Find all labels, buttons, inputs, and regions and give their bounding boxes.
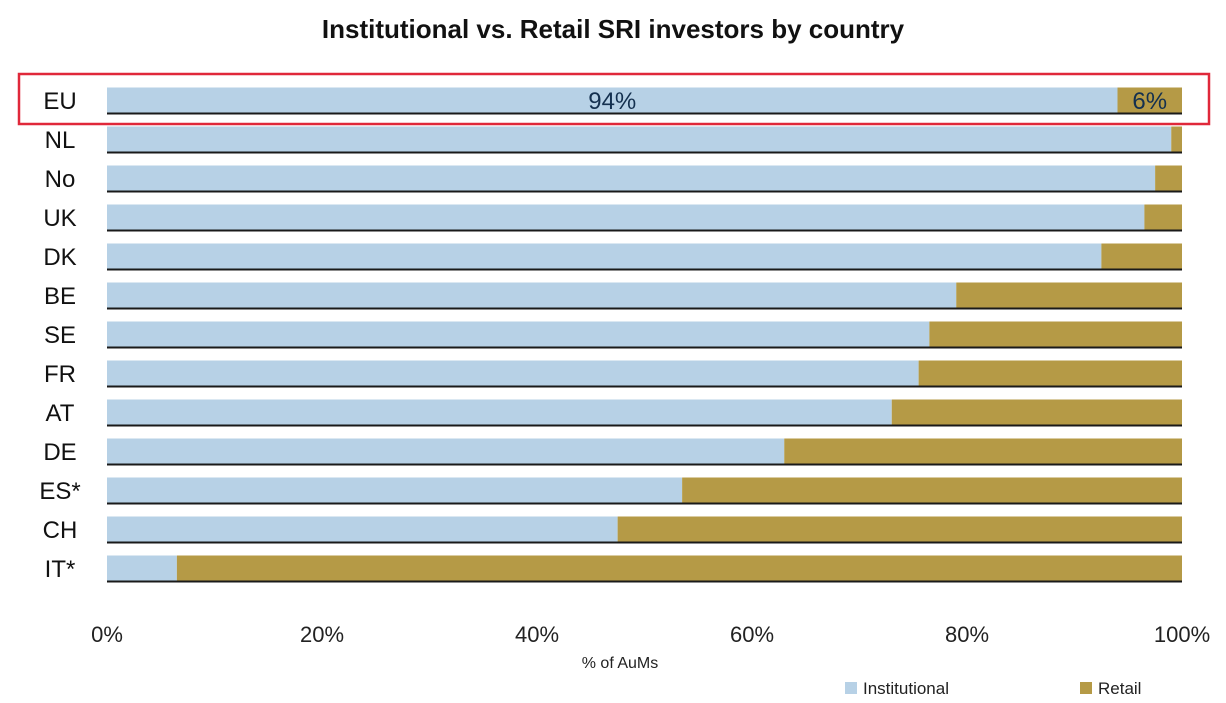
legend-label-retail: Retail: [1098, 679, 1141, 698]
bar-de-institutional: [107, 438, 785, 464]
bar-ch-institutional: [107, 516, 618, 542]
bar-se-institutional: [107, 321, 930, 347]
data-label-eu-retail: 6%: [1132, 88, 1167, 115]
bar-nl-retail: [1171, 126, 1182, 152]
legend: Institutional Retail: [845, 679, 1141, 698]
category-label-at: AT: [46, 400, 75, 427]
bar-dk-institutional: [107, 243, 1102, 269]
bar-uk-institutional: [107, 204, 1145, 230]
bar-nl-institutional: [107, 126, 1172, 152]
category-label-se: SE: [44, 322, 76, 349]
legend-label-institutional: Institutional: [863, 679, 949, 698]
bar-se-retail: [929, 321, 1182, 347]
x-tick-label-100: 100%: [1154, 622, 1210, 647]
category-label-nl: NL: [45, 127, 76, 154]
category-label-fr: FR: [44, 361, 76, 388]
bar-uk-retail: [1144, 204, 1182, 230]
category-label-de: DE: [43, 439, 76, 466]
category-label-be: BE: [44, 283, 76, 310]
x-axis-title: % of AuMs: [582, 655, 658, 672]
data-label-eu-institutional: 94%: [588, 88, 636, 115]
bar-at-retail: [891, 399, 1182, 425]
bar-it-institutional: [107, 555, 177, 581]
category-label-dk: DK: [43, 244, 76, 271]
bar-eu-retail: [1117, 87, 1182, 113]
bar-fr-institutional: [107, 360, 919, 386]
category-label-no: No: [45, 166, 76, 193]
bar-no-institutional: [107, 165, 1156, 191]
x-tick-label-60: 60%: [730, 622, 774, 647]
x-tick-label-0: 0%: [91, 622, 123, 647]
category-label-es: ES*: [39, 478, 80, 505]
bar-de-retail: [784, 438, 1182, 464]
category-label-it: IT*: [45, 556, 76, 583]
bar-be-retail: [956, 282, 1182, 308]
x-tick-label-20: 20%: [300, 622, 344, 647]
bar-es-retail: [682, 477, 1182, 503]
category-label-eu: EU: [43, 88, 76, 115]
x-tick-label-80: 80%: [945, 622, 989, 647]
category-label-ch: CH: [43, 517, 78, 544]
bar-ch-retail: [617, 516, 1182, 542]
bar-dk-retail: [1101, 243, 1182, 269]
chart-title: Institutional vs. Retail SRI investors b…: [321, 14, 905, 44]
legend-swatch-institutional: [845, 682, 857, 694]
bar-no-retail: [1155, 165, 1182, 191]
legend-swatch-retail: [1080, 682, 1092, 694]
highlight-box-eu: [17, 72, 1211, 126]
bar-be-institutional: [107, 282, 957, 308]
bar-eu-institutional: [107, 87, 1118, 113]
x-tick-label-40: 40%: [515, 622, 559, 647]
bar-at-institutional: [107, 399, 892, 425]
x-axis: 0% 20% 40% 60% 80% 100% % of AuMs: [91, 622, 1210, 672]
bars-layer: [107, 87, 1182, 583]
bar-it-retail: [176, 555, 1182, 581]
category-label-uk: UK: [43, 205, 76, 232]
bar-fr-retail: [918, 360, 1182, 386]
labels-layer: EU NL No UK DK BE SE FR AT DE ES* CH IT* 94% 6%: [17, 72, 1211, 583]
bar-es-institutional: [107, 477, 683, 503]
